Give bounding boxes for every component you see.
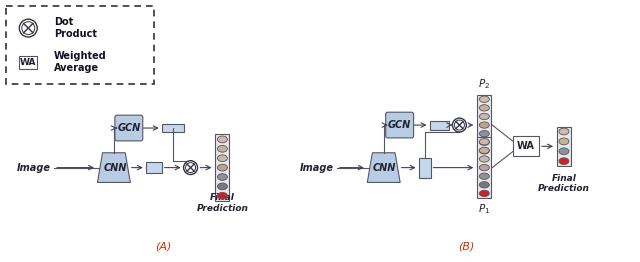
Text: WA: WA [20,58,36,67]
Polygon shape [367,153,400,182]
Bar [146,162,162,173]
Ellipse shape [218,174,227,180]
Bar [419,158,431,177]
Polygon shape [97,153,131,182]
Ellipse shape [559,158,569,165]
Ellipse shape [479,96,489,102]
Ellipse shape [218,145,227,152]
Bar [477,95,492,156]
Bar [429,121,449,129]
Ellipse shape [218,193,227,199]
Bar [216,134,229,201]
Text: WA: WA [517,141,535,151]
Text: Image: Image [17,163,51,173]
FancyBboxPatch shape [6,6,154,84]
Ellipse shape [479,113,489,120]
Ellipse shape [479,156,489,162]
Ellipse shape [479,147,489,154]
Text: Dot
Product: Dot Product [54,17,97,39]
Ellipse shape [479,139,489,145]
Ellipse shape [218,136,227,143]
Ellipse shape [559,138,569,145]
Ellipse shape [479,173,489,179]
Ellipse shape [479,130,489,137]
Bar [477,137,492,198]
Text: $P_2$: $P_2$ [478,77,490,91]
Text: Final
Prediction: Final Prediction [196,193,248,213]
Text: GCN: GCN [388,120,412,130]
Text: CNN: CNN [373,163,396,173]
Text: Image: Image [300,163,334,173]
Text: (A): (A) [156,242,172,252]
Text: $P_1$: $P_1$ [478,202,490,216]
Ellipse shape [479,139,489,145]
Circle shape [184,161,198,174]
Bar [162,124,184,133]
Text: CNN: CNN [103,163,127,173]
Text: Weighted
Average: Weighted Average [54,51,107,73]
Ellipse shape [479,122,489,128]
Ellipse shape [479,148,489,154]
Bar [557,127,571,166]
Ellipse shape [479,190,489,196]
Ellipse shape [218,183,227,190]
Text: GCN: GCN [117,123,140,133]
FancyBboxPatch shape [115,115,143,141]
Ellipse shape [479,165,489,171]
Bar [513,137,539,156]
Ellipse shape [218,155,227,162]
Text: (B): (B) [458,242,474,252]
Bar [19,56,37,69]
Ellipse shape [479,182,489,188]
Circle shape [452,118,467,132]
Ellipse shape [479,105,489,111]
FancyBboxPatch shape [386,112,413,138]
Ellipse shape [559,148,569,155]
Ellipse shape [218,164,227,171]
Text: Final
Prediction: Final Prediction [538,174,590,193]
Ellipse shape [559,128,569,135]
Circle shape [19,19,37,37]
